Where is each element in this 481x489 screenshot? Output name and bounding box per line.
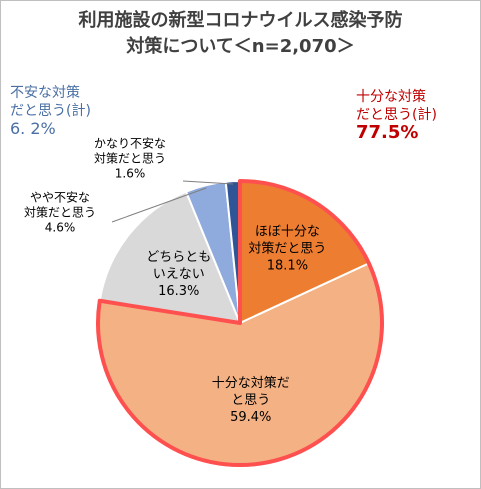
slice-value-label-3: 4.6%	[45, 221, 76, 235]
slice-category-label-4: 対策だと思う	[94, 152, 166, 166]
slice-value-label-4: 1.6%	[115, 167, 146, 181]
slice-category-label-2: いえない	[153, 267, 205, 282]
sufficient-group-value: 77.5%	[356, 122, 419, 143]
leader-line-4	[182, 180, 234, 185]
chart-title-line1: 利用施設の新型コロナウイルス感染予防	[78, 10, 403, 31]
slice-category-label-3: やや不安な	[30, 190, 90, 205]
sufficient-group-line2: だと思う(計)	[356, 107, 437, 123]
sufficient-group-line1: 十分な対策	[356, 89, 426, 105]
slice-category-label-2: どちらとも	[146, 250, 211, 265]
slice-category-label-1: と思う	[231, 393, 270, 408]
slice-value-label-0: 18.1%	[267, 258, 308, 273]
slice-value-label-1: 59.4%	[230, 410, 271, 425]
slice-category-label-0: 対策だと思う	[248, 240, 326, 256]
anxious-group-line2: だと思う(計)	[10, 103, 91, 119]
slice-category-label-1: 十分な対策だ	[212, 375, 290, 391]
anxious-group-value: 6. 2%	[10, 119, 56, 138]
sufficient-group-outline	[96, 179, 384, 467]
anxious-group-line1: 不安な対策	[10, 85, 80, 101]
leader-line-3	[111, 187, 207, 223]
pie-slice-2	[98, 190, 242, 325]
slice-category-label-4: かなり不安な	[94, 136, 166, 151]
slice-category-label-0: ほぼ十分な	[255, 224, 320, 239]
chart-title-line2: 対策について＜n=2,070＞	[126, 36, 355, 57]
slice-value-label-2: 16.3%	[158, 284, 199, 299]
slice-category-label-3: 対策だと思う	[24, 206, 96, 220]
anxious-group-label: 不安な対策 だと思う(計) 6. 2%	[10, 84, 91, 138]
sufficient-group-label: 十分な対策 だと思う(計) 77.5%	[356, 88, 437, 142]
